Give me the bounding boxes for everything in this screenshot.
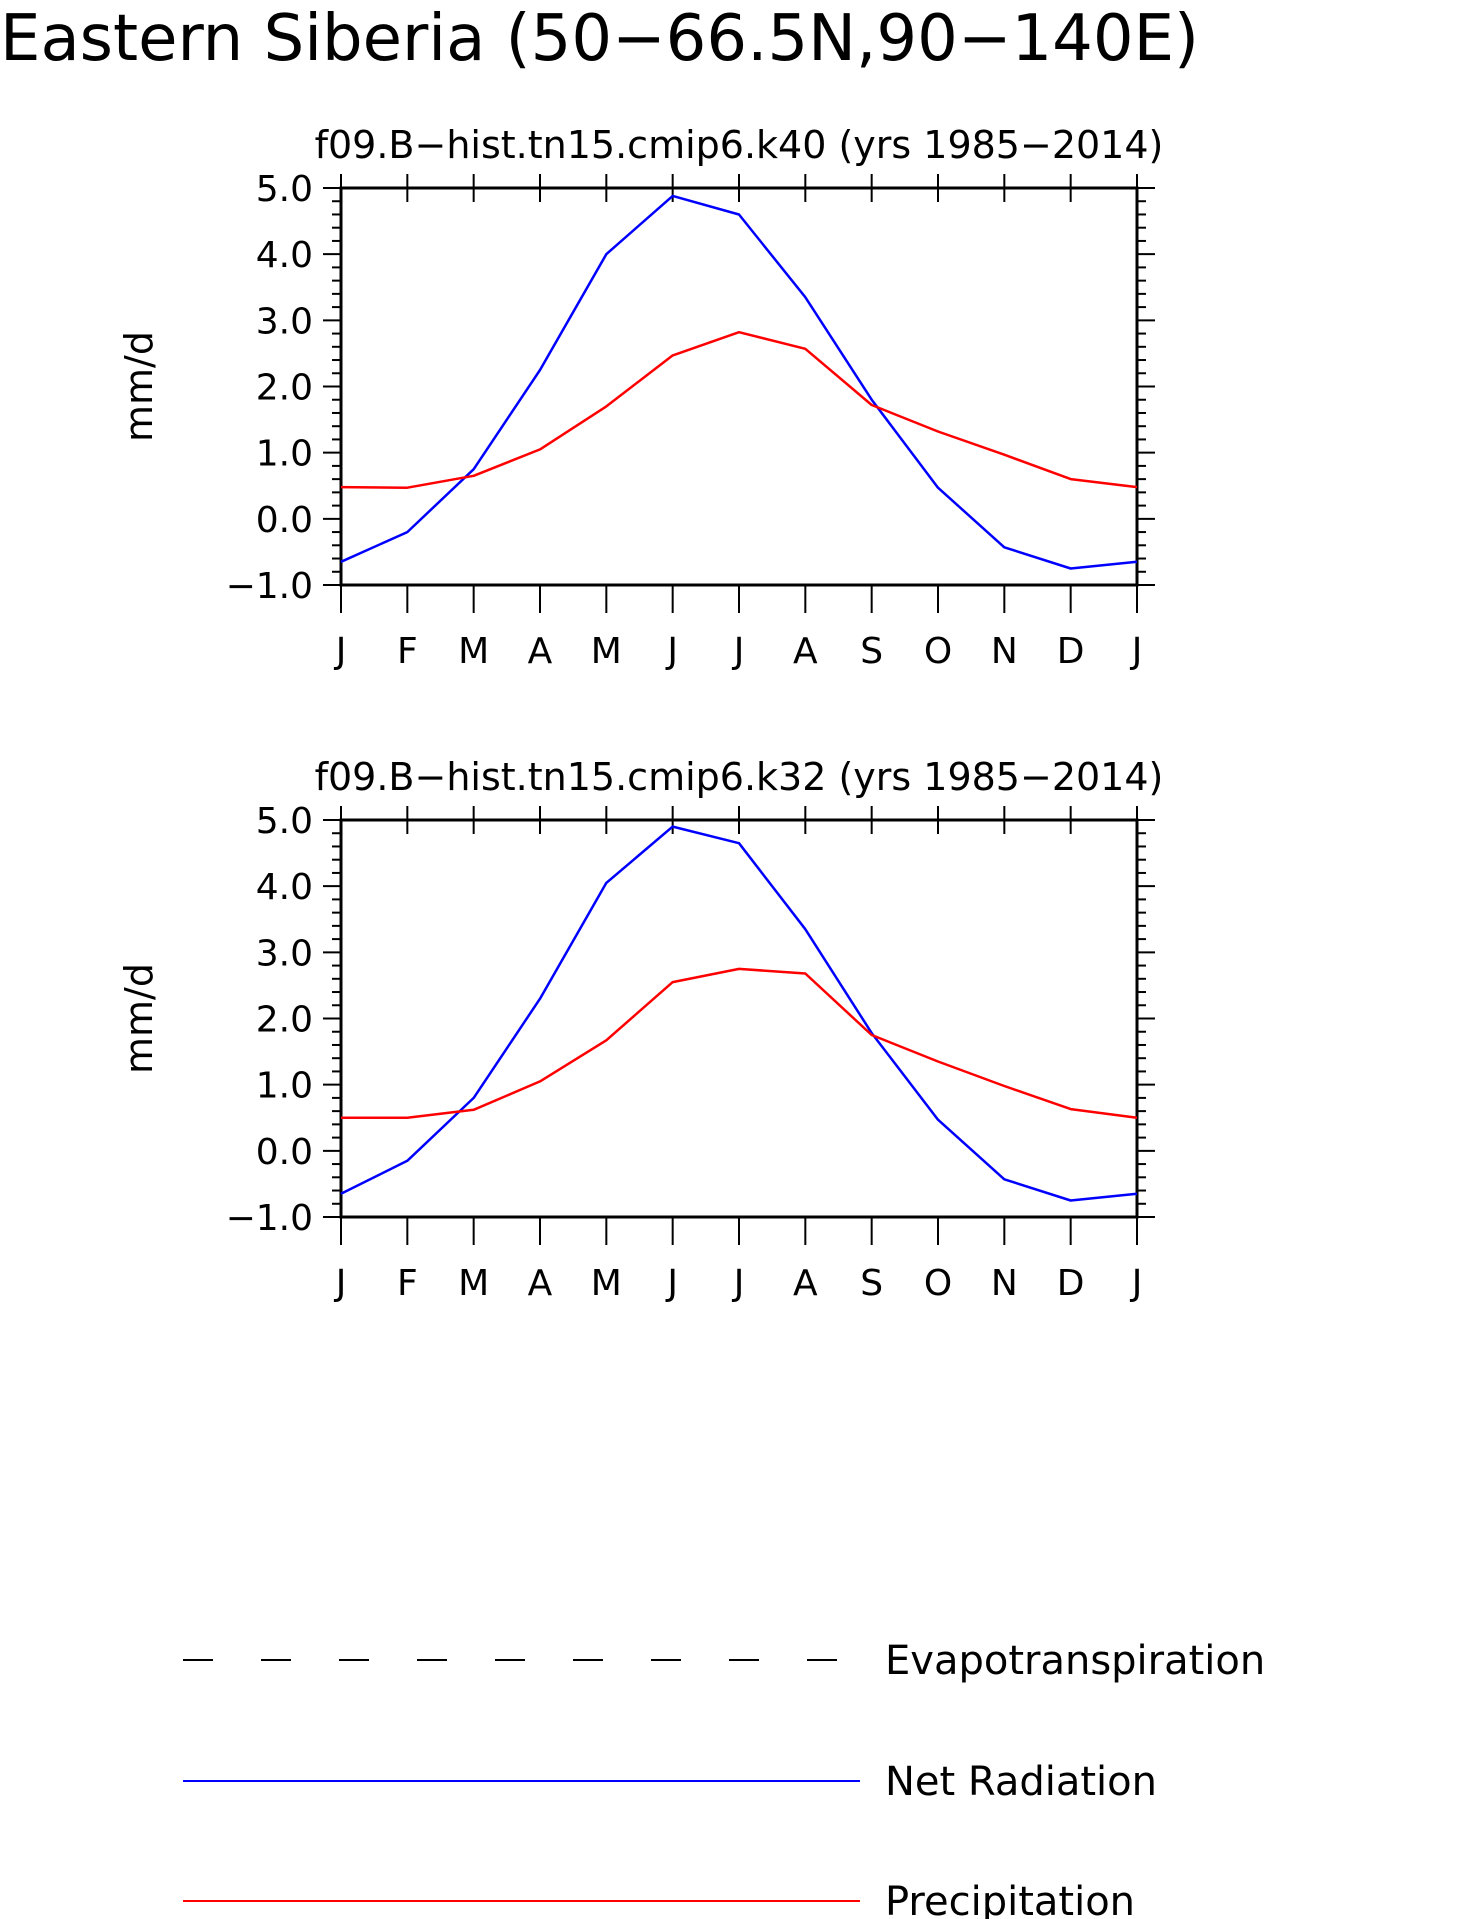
y-tick-label: 2.0 (256, 368, 313, 409)
x-tick-label: A (793, 1263, 818, 1304)
y-tick-label: −1.0 (226, 1198, 313, 1239)
x-tick-label: O (924, 631, 952, 672)
y-tick-label: 1.0 (256, 434, 313, 475)
x-tick-label: D (1057, 631, 1085, 672)
series-line-precipitation (341, 967, 1138, 1120)
legend-label: Net Radiation (885, 1759, 1157, 1805)
x-tick-label: A (528, 1263, 553, 1304)
y-tick-label: 0.0 (256, 1132, 313, 1173)
y-tick-label: 4.0 (256, 235, 313, 276)
x-tick-label: S (860, 631, 883, 672)
x-tick-label: J (1130, 1263, 1143, 1304)
y-tick-label: 2.0 (256, 1000, 313, 1041)
chart-panels: f09.B−hist.tn15.cmip6.k40 (yrs 1985−2014… (117, 123, 1163, 1304)
x-tick-label: N (991, 631, 1018, 672)
plot-frame (339, 818, 1139, 1219)
panel-title: f09.B−hist.tn15.cmip6.k32 (yrs 1985−2014… (315, 755, 1164, 799)
series-line-precipitation (340, 330, 1138, 489)
x-tick-label: J (1130, 631, 1143, 672)
x-tick-label: M (591, 1263, 622, 1304)
x-tick-label: S (860, 1263, 883, 1304)
x-tick-label: N (991, 1263, 1018, 1304)
chart-panel-2: f09.B−hist.tn15.cmip6.k32 (yrs 1985−2014… (117, 755, 1163, 1304)
chart-panel-1: f09.B−hist.tn15.cmip6.k40 (yrs 1985−2014… (117, 123, 1163, 672)
y-tick-label: 3.0 (256, 301, 313, 342)
series-line-net-radiation (340, 825, 1138, 1202)
x-tick-label: M (458, 1263, 489, 1304)
y-tick-label: 1.0 (256, 1066, 313, 1107)
y-tick-label: 4.0 (256, 867, 313, 908)
y-axis-label: mm/d (117, 963, 161, 1074)
x-tick-label: J (665, 631, 678, 672)
x-tick-label: J (665, 1263, 678, 1304)
x-tick-label: J (732, 1263, 745, 1304)
x-tick-label: A (528, 631, 553, 672)
legend-label: Precipitation (885, 1879, 1135, 1919)
y-tick-label: −1.0 (226, 566, 313, 607)
x-tick-label: M (458, 631, 489, 672)
series-line-net-radiation (340, 194, 1138, 570)
y-axis-label: mm/d (117, 331, 161, 442)
y-tick-label: 5.0 (256, 801, 313, 842)
x-tick-label: O (924, 1263, 952, 1304)
x-tick-label: A (793, 631, 818, 672)
x-tick-label: M (591, 631, 622, 672)
y-tick-label: 0.0 (256, 500, 313, 541)
x-tick-label: J (732, 631, 745, 672)
figure-title: Eastern Siberia (50−66.5N,90−140E) (0, 2, 1199, 76)
x-tick-label: J (334, 631, 347, 672)
x-tick-label: F (397, 1263, 418, 1304)
panel-title: f09.B−hist.tn15.cmip6.k40 (yrs 1985−2014… (315, 123, 1164, 167)
y-tick-label: 5.0 (256, 169, 313, 210)
plot-frame (339, 186, 1139, 587)
x-tick-label: J (334, 1263, 347, 1304)
y-tick-label: 3.0 (256, 933, 313, 974)
legend-label: Evapotranspiration (885, 1638, 1265, 1684)
x-tick-label: D (1057, 1263, 1085, 1304)
x-tick-label: F (397, 631, 418, 672)
legend: Evapotranspiration Net Radiation Precipita… (183, 1638, 1265, 1919)
